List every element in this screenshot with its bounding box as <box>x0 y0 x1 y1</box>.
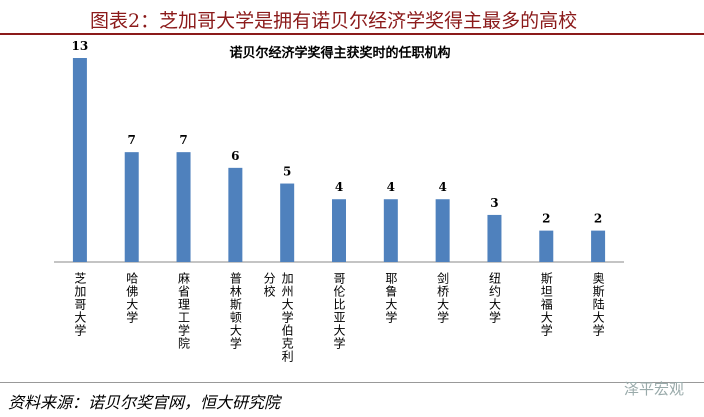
bar <box>124 152 139 262</box>
value-label: 6 <box>231 149 239 163</box>
value-label: 4 <box>335 180 343 194</box>
x-tick-label: 麻省理工学院 <box>176 272 191 350</box>
value-label: 2 <box>542 212 550 226</box>
value-label: 4 <box>387 180 395 194</box>
bar <box>332 199 346 262</box>
chart: 诺贝尔经济学奖得主获奖时的任职机构 13 7 7 6 5 4 4 4 3 2 2 <box>54 39 624 263</box>
bar <box>72 58 87 262</box>
bar <box>435 199 450 262</box>
value-label: 3 <box>490 196 498 210</box>
value-label: 13 <box>72 39 89 53</box>
x-tick-label: 芝加哥大学 <box>72 272 87 337</box>
value-label: 2 <box>594 212 602 226</box>
header-rule <box>0 33 704 35</box>
bar <box>228 167 243 262</box>
bar <box>383 199 398 262</box>
value-label: 5 <box>283 165 291 179</box>
x-tick-label: 剑桥大学 <box>435 272 450 324</box>
chart-title: 诺贝尔经济学奖得主获奖时的任职机构 <box>229 45 450 61</box>
x-tick-label: 纽约大学 <box>487 272 502 324</box>
x-tick-label: 耶鲁大学 <box>383 272 398 324</box>
header-title: 图表2：芝加哥大学是拥有诺贝尔经济学奖得主最多的高校 <box>90 10 578 32</box>
x-tick-label: 哥伦比亚大学 <box>332 272 346 350</box>
x-tick-label: 奥斯陆大学 <box>591 272 606 337</box>
x-tick-label: 加州大学伯克利分校 <box>262 272 295 363</box>
x-tick-label: 普林斯顿大学 <box>228 272 243 350</box>
bar <box>539 230 554 262</box>
source: 资料来源：诺贝尔奖官网，恒大研究院 <box>8 393 281 412</box>
x-tick-label: 斯坦福大学 <box>539 272 554 337</box>
value-label: 7 <box>128 133 136 147</box>
bar <box>591 230 606 262</box>
bar <box>487 214 502 262</box>
x-tick-label: 哈佛大学 <box>124 272 139 324</box>
bar <box>280 183 295 262</box>
watermark: 泽平宏观 <box>623 380 684 398</box>
value-label: 7 <box>179 133 187 147</box>
value-label: 4 <box>438 180 446 194</box>
bar <box>176 152 191 262</box>
footer-rule <box>0 382 704 383</box>
